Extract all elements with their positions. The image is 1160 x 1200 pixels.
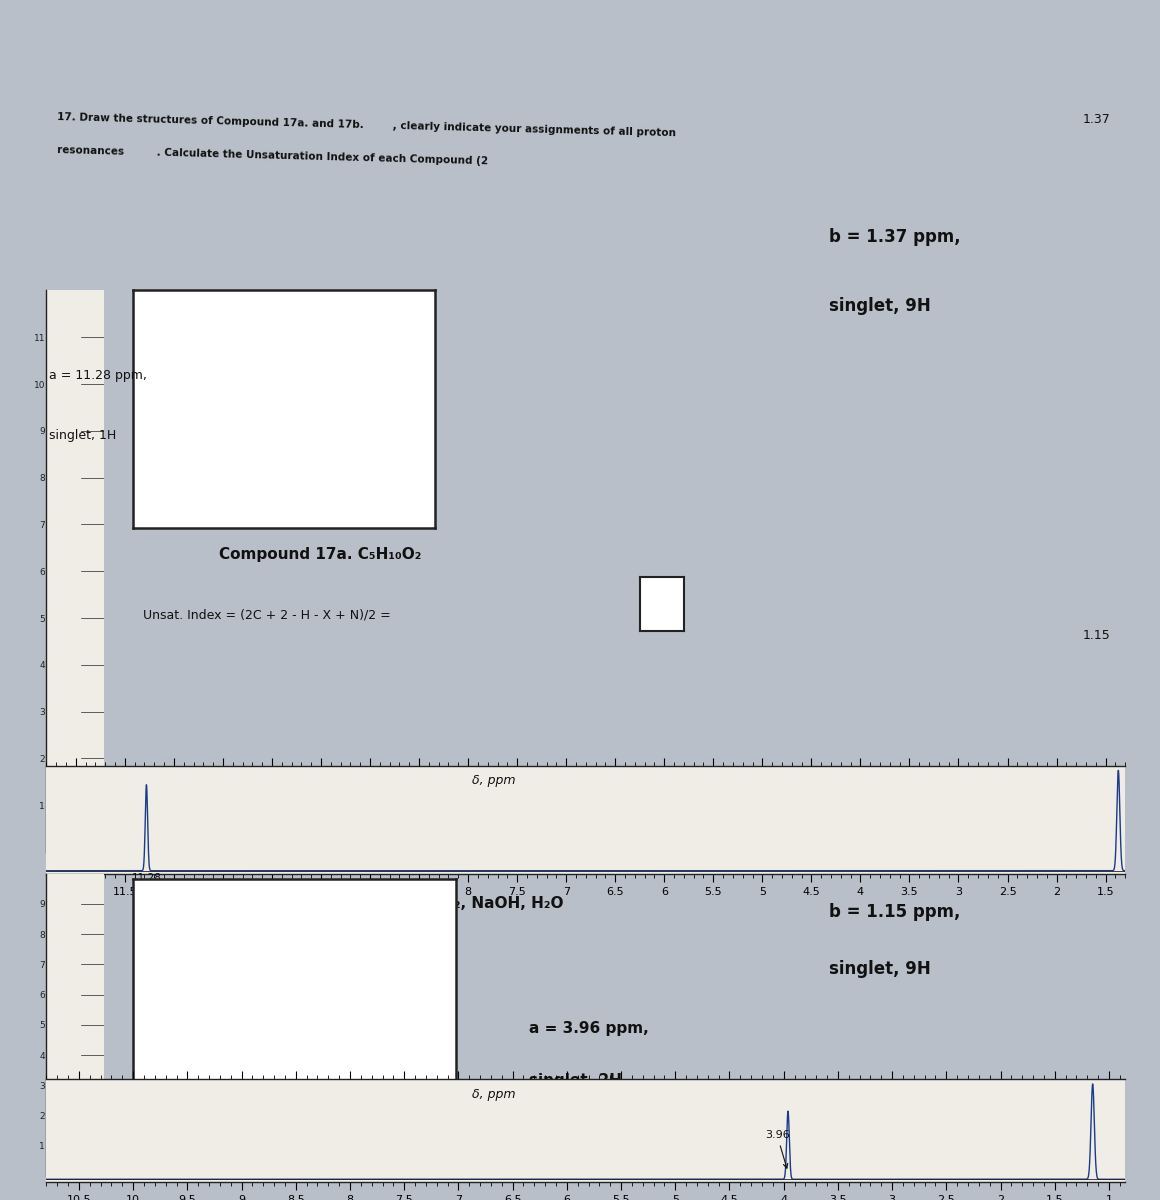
Text: 3.96: 3.96 <box>764 1130 790 1168</box>
Text: 8: 8 <box>549 1153 559 1171</box>
Text: 11.28: 11.28 <box>131 874 161 883</box>
Text: Unsat. Index = (2C + 2 - H - X + N)/2 =: Unsat. Index = (2C + 2 - H - X + N)/2 = <box>144 1124 391 1138</box>
Text: b = 1.37 ppm,: b = 1.37 ppm, <box>828 228 960 246</box>
Text: singlet, 1H: singlet, 1H <box>49 430 116 442</box>
Text: δ, ppm: δ, ppm <box>472 1087 516 1100</box>
Text: a = 3.96 ppm,: a = 3.96 ppm, <box>529 1021 648 1037</box>
Text: resonances         . Calculate the Unsaturation Index of each Compound (2: resonances . Calculate the Unsaturation … <box>57 145 488 166</box>
Text: a = 11.28 ppm,: a = 11.28 ppm, <box>49 368 147 382</box>
Text: singlet, 2H: singlet, 2H <box>529 1073 622 1088</box>
Text: 1.37: 1.37 <box>1082 113 1110 126</box>
Text: 17. Draw the structures of Compound 17a. and 17b.        , clearly indicate your: 17. Draw the structures of Compound 17a.… <box>57 113 676 138</box>
Text: singlet, 9H: singlet, 9H <box>828 296 930 314</box>
Text: Unsat. Index = (2C + 2 - H - X + N)/2 =: Unsat. Index = (2C + 2 - H - X + N)/2 = <box>144 608 391 622</box>
Text: Compound 17a. C₅H₁₀O₂: Compound 17a. C₅H₁₀O₂ <box>219 547 421 563</box>
Text: δ, ppm: δ, ppm <box>472 774 516 787</box>
Text: 1) SOCl₂; 2) NH₃ (excess) ↓ 3) Br₂, NaOH, H₂O: 1) SOCl₂; 2) NH₃ (excess) ↓ 3) Br₂, NaOH… <box>176 896 564 911</box>
Text: singlet, 9H: singlet, 9H <box>828 960 930 978</box>
Text: 1.15: 1.15 <box>1082 629 1110 642</box>
Text: b = 1.15 ppm,: b = 1.15 ppm, <box>828 902 960 920</box>
Text: Compound 17b. C₄H₁₁N: Compound 17b. C₄H₁₁N <box>219 1080 415 1096</box>
